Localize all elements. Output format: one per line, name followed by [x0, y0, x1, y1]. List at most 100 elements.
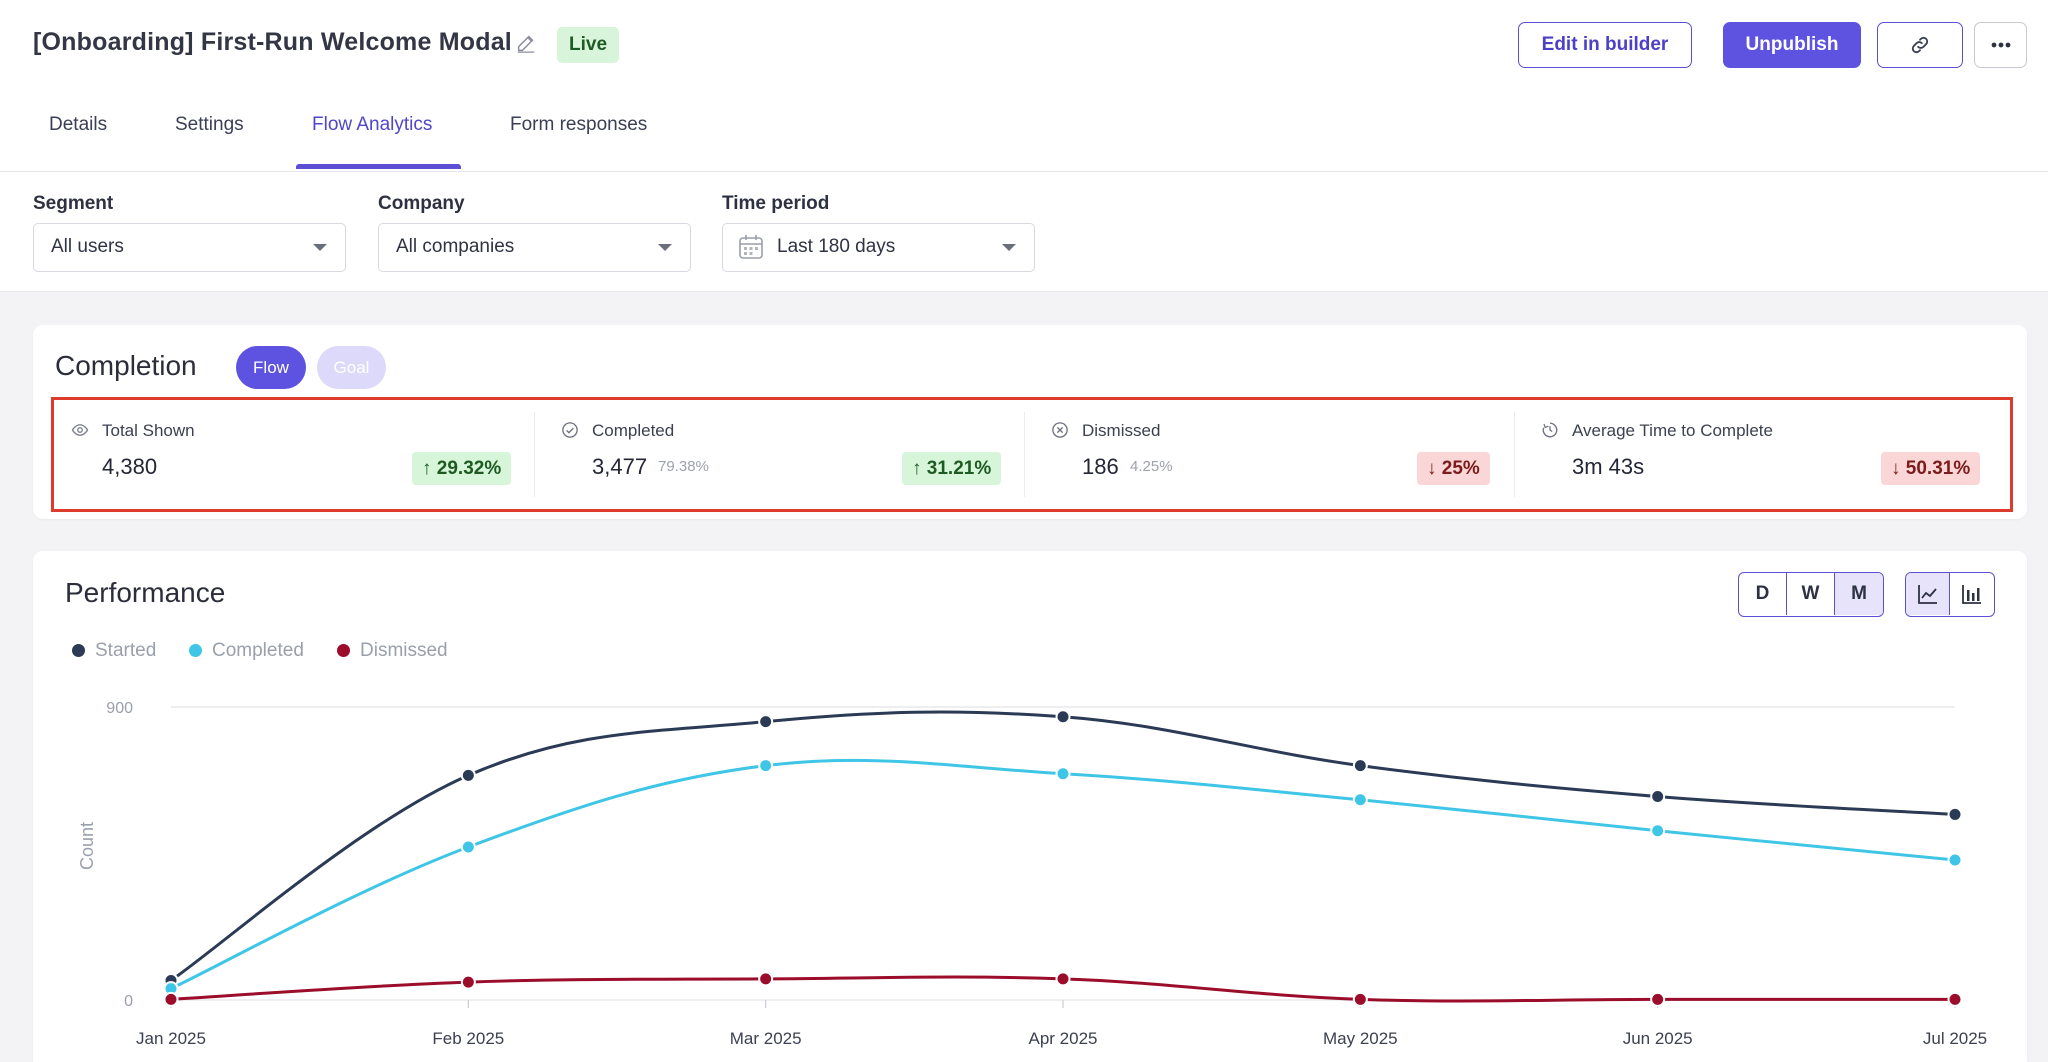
- company-label: Company: [378, 193, 465, 214]
- data-point-dismissed: [1947, 991, 1963, 1007]
- goal-toggle-button[interactable]: Goal: [317, 346, 386, 389]
- delta-badge: ↓ 25%: [1417, 452, 1490, 485]
- time-period-label: Time period: [722, 193, 830, 214]
- data-point-started: [758, 714, 774, 730]
- company-value: All companies: [396, 236, 515, 257]
- legend-label: Dismissed: [360, 640, 448, 661]
- ellipsis-icon: [1991, 42, 2010, 48]
- chevron-down-icon: [1002, 244, 1016, 251]
- x-tick-label: Apr 2025: [1029, 1029, 1098, 1048]
- data-point-completed: [1650, 823, 1666, 839]
- link-icon: [1911, 36, 1929, 54]
- data-point-dismissed: [758, 971, 774, 987]
- granularity-week-button[interactable]: W: [1787, 573, 1835, 615]
- series-line-started: [170, 710, 1956, 982]
- metrics-highlight-box: [51, 397, 2013, 512]
- tab-form-responses[interactable]: Form responses: [510, 114, 648, 135]
- arrow-down-icon: ↓: [1427, 458, 1437, 479]
- metric-label: Dismissed: [1082, 421, 1161, 440]
- data-point-started: [460, 767, 476, 783]
- chart-type-toggle: [1905, 572, 1995, 617]
- legend-item-started[interactable]: Started: [72, 640, 156, 662]
- metric-label: Average Time to Complete: [1572, 421, 1773, 440]
- segment-value: All users: [51, 236, 124, 257]
- more-options-button[interactable]: [1974, 22, 2027, 68]
- legend-dot: [337, 644, 350, 657]
- metric-percentage: 4.25%: [1130, 458, 1173, 475]
- data-point-completed: [1947, 852, 1963, 868]
- legend-dot: [72, 644, 85, 657]
- page-header: [0, 0, 2048, 172]
- granularity-month-button[interactable]: M: [1835, 573, 1883, 615]
- segment-select[interactable]: All users: [33, 223, 346, 272]
- time-period-select[interactable]: Last 180 days: [722, 223, 1035, 272]
- eye-icon: [71, 424, 89, 436]
- edit-in-builder-button[interactable]: Edit in builder: [1518, 22, 1692, 68]
- data-point-started: [1055, 709, 1071, 725]
- x-tick-label: Feb 2025: [432, 1029, 504, 1048]
- y-axis-label: Count: [77, 822, 97, 870]
- calendar-icon: [739, 235, 763, 259]
- chevron-down-icon: [658, 244, 672, 251]
- line-chart-button[interactable]: [1906, 573, 1950, 615]
- x-tick-label: Jul 2025: [1923, 1029, 1987, 1048]
- data-point-dismissed: [1352, 991, 1368, 1007]
- arrow-up-icon: ↑: [422, 458, 432, 479]
- flow-toggle-button[interactable]: Flow: [236, 346, 306, 389]
- completion-title: Completion: [55, 350, 197, 381]
- series-line-completed: [170, 758, 1956, 990]
- data-point-started: [1352, 758, 1368, 774]
- delta-value: 29.32%: [436, 458, 502, 479]
- bar-chart-icon: [1962, 585, 1981, 604]
- tab-settings[interactable]: Settings: [175, 114, 244, 135]
- copy-link-button[interactable]: [1877, 22, 1963, 68]
- data-point-completed: [758, 758, 774, 774]
- arrow-down-icon: ↓: [1891, 458, 1901, 479]
- x-tick-label: Jan 2025: [136, 1029, 206, 1048]
- data-point-completed: [1352, 792, 1368, 808]
- x-circle-icon: [1052, 422, 1068, 438]
- x-tick-label: Jun 2025: [1623, 1029, 1693, 1048]
- data-point-completed: [460, 839, 476, 855]
- granularity-day-button[interactable]: D: [1739, 573, 1787, 615]
- data-point-dismissed: [163, 991, 179, 1007]
- time-period-value: Last 180 days: [777, 236, 896, 257]
- status-badge: Live: [557, 27, 620, 63]
- data-point-dismissed: [1650, 991, 1666, 1007]
- data-point-dismissed: [1055, 971, 1071, 987]
- timer-icon: [1542, 422, 1558, 438]
- metric-value: 186: [1082, 454, 1119, 479]
- arrow-up-icon: ↑: [912, 458, 922, 479]
- data-point-dismissed: [460, 974, 476, 990]
- x-tick-label: Mar 2025: [730, 1029, 802, 1048]
- data-point-started: [1650, 789, 1666, 805]
- metric-label: Completed: [592, 421, 675, 440]
- company-select[interactable]: All companies: [378, 223, 691, 272]
- y-tick-label: 900: [106, 700, 133, 717]
- delta-value: 50.31%: [1905, 458, 1971, 479]
- bar-chart-button[interactable]: [1950, 573, 1994, 615]
- tab-flow-analytics[interactable]: Flow Analytics: [312, 114, 433, 135]
- metric-value: 4,380: [102, 454, 158, 479]
- performance-title: Performance: [65, 577, 226, 608]
- y-tick-label: 0: [124, 993, 133, 1010]
- x-tick-label: May 2025: [1323, 1029, 1398, 1048]
- granularity-toggle: D W M: [1738, 572, 1884, 617]
- metric-value: 3,477: [592, 454, 648, 479]
- unpublish-button[interactable]: Unpublish: [1723, 22, 1861, 68]
- metric-dismissed: Dismissed 186 4.25% ↓ 25%: [1035, 412, 1515, 497]
- legend-item-dismissed[interactable]: Dismissed: [337, 640, 448, 662]
- metric-average-time: Average Time to Complete 3m 43s ↓ 50.31%: [1525, 412, 2005, 497]
- pencil-icon[interactable]: [515, 32, 537, 54]
- metric-completed: Completed 3,477 79.38% ↑ 31.21%: [545, 412, 1025, 497]
- tab-details[interactable]: Details: [49, 114, 108, 135]
- delta-value: 31.21%: [926, 458, 992, 479]
- active-tab-indicator: [296, 164, 461, 169]
- legend-item-completed[interactable]: Completed: [189, 640, 304, 662]
- legend-label: Completed: [212, 640, 304, 661]
- delta-badge: ↑ 31.21%: [902, 452, 1002, 485]
- delta-badge: ↓ 50.31%: [1881, 452, 1981, 485]
- metric-value: 3m 43s: [1572, 454, 1645, 479]
- metric-label: Total Shown: [102, 421, 195, 440]
